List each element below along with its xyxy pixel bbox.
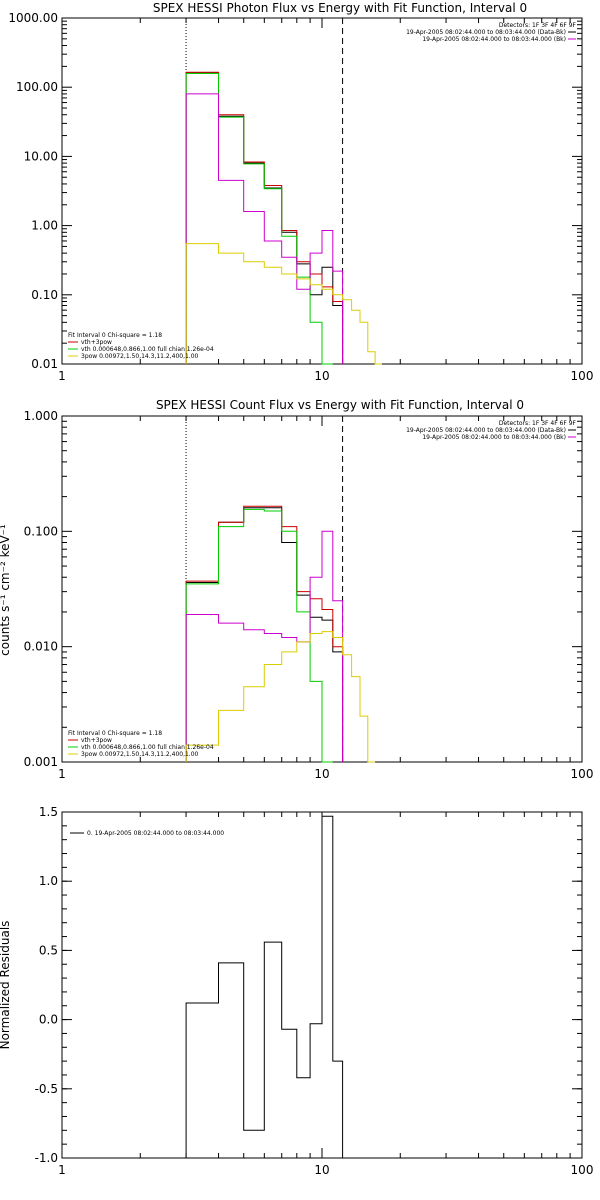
photon-x-axis: 1 10 100	[58, 18, 593, 383]
residuals-y-tick-label: -1.0	[35, 1151, 58, 1165]
residuals-y-tick-label: 1.5	[39, 805, 58, 819]
photon-series	[185, 71, 382, 365]
residuals-x-tick-label: 100	[571, 1163, 594, 1177]
photon-flux-panel: SPEX HESSI Photon Flux vs Energy with Fi…	[8, 1, 593, 383]
count-x-tick-label: 100	[571, 767, 594, 781]
count-y-axis: 0.001 0.010 0.100 1.000	[24, 409, 582, 769]
photon-legend-top-entry: 19-Apr-2005 08:02:44.000 to 08:03:44.000…	[422, 36, 566, 43]
residuals-series	[185, 815, 344, 1158]
photon-series-data	[185, 72, 344, 364]
count-x-axis: 1 10 100	[58, 416, 593, 781]
count-x-tick-label: 10	[314, 767, 329, 781]
count-series	[185, 505, 376, 763]
photon-series-background	[185, 93, 344, 364]
residuals-y-tick-label: 0.5	[39, 943, 58, 957]
residuals-x-tick-label: 10	[314, 1163, 329, 1177]
count-series-background	[185, 530, 344, 762]
count-flux-panel: SPEX HESSI Count Flux vs Energy with Fit…	[0, 398, 593, 781]
residuals-y-axis: -1.0 -0.5 0.0 0.5 1.0 1.5	[35, 805, 582, 1165]
photon-plot-frame	[61, 17, 583, 365]
photon-legend-bottom-entry: vth 0.000648,0.866,1.00 full chian 1.26e…	[81, 346, 214, 353]
photon-y-tick-label: 0.01	[31, 357, 58, 371]
photon-series-total	[185, 71, 344, 364]
photon-y-tick-label: 100.00	[16, 80, 58, 94]
residuals-y-tick-label: 0.0	[39, 1013, 58, 1027]
photon-x-tick-label: 1	[58, 369, 66, 383]
count-legend-bottom-entry: 3pow 0.00972,1.50,14.3,11.2,400,1.00	[81, 751, 199, 758]
residuals-legend-entry: 0. 19-Apr-2005 08:02:44.000 to 08:03:44.…	[87, 830, 224, 837]
photon-legend-bottom-entry: 3pow 0.00972,1.50,14.3,11.2,400,1.00	[81, 353, 199, 360]
residuals-y-axis-label: Normalized Residuals	[0, 921, 12, 1050]
count-series-data	[185, 507, 344, 762]
photon-legend-bottom-entry: vth+3pow	[81, 339, 112, 346]
count-legend-top-header: Detectors: 1F 3F 4F 6F 9F	[499, 420, 577, 427]
count-y-tick-label: 0.010	[24, 640, 58, 654]
residuals-x-axis: 1 10 100	[58, 812, 593, 1177]
residuals-series-residuals	[185, 815, 344, 1158]
photon-y-tick-label: 10.00	[24, 149, 58, 163]
residuals-y-tick-label: 1.0	[39, 874, 58, 888]
count-series-thermal	[185, 508, 333, 763]
count-legend-bottom-entry: vth 0.000648,0.866,1.00 full chian 1.26e…	[81, 744, 214, 751]
photon-legend-bottom: Fit Interval 0 Chi-square = 1.18vth+3pow…	[68, 332, 214, 360]
count-legend-bottom-header: Fit Interval 0 Chi-square = 1.18	[68, 730, 162, 737]
photon-legend-top-entry: 19-Apr-2005 08:02:44.000 to 08:03:44.000…	[406, 29, 566, 36]
count-y-axis-label: counts s⁻¹ cm⁻² keV⁻¹	[0, 524, 12, 656]
residuals-panel: Normalized Residuals -1.0 -0.5 0.0 0.5 1.0 1.…	[0, 805, 593, 1177]
photon-x-tick-label: 10	[314, 369, 329, 383]
photon-y-axis: 0.01 0.10 1.00 10.00 100.00 1000.00	[8, 11, 582, 371]
count-legend-top-entry: 19-Apr-2005 08:02:44.000 to 08:03:44.000…	[422, 434, 566, 441]
photon-series-thermal	[185, 73, 333, 365]
photon-x-tick-label: 100	[571, 369, 594, 383]
photon-y-tick-label: 1.00	[31, 219, 58, 233]
photon-legend-bottom-header: Fit Interval 0 Chi-square = 1.18	[68, 332, 162, 339]
photon-series-powerlaw	[185, 243, 382, 365]
count-legend-top-entry: 19-Apr-2005 08:02:44.000 to 08:03:44.000…	[406, 427, 566, 434]
count-legend-bottom: Fit Interval 0 Chi-square = 1.18vth+3pow…	[68, 730, 214, 758]
count-range-markers	[185, 416, 344, 762]
count-chart-title: SPEX HESSI Count Flux vs Energy with Fit…	[156, 398, 524, 412]
residuals-x-tick-label: 1	[58, 1163, 66, 1177]
residuals-y-tick-label: -0.5	[35, 1082, 58, 1096]
photon-legend-top-header: Detectors: 1F 3F 4F 6F 9F	[499, 22, 577, 29]
count-series-powerlaw	[185, 631, 376, 763]
photon-chart-title: SPEX HESSI Photon Flux vs Energy with Fi…	[153, 1, 527, 15]
photon-range-markers	[185, 18, 344, 364]
count-legend-bottom-entry: vth+3pow	[81, 737, 112, 744]
count-x-tick-label: 1	[58, 767, 66, 781]
count-y-tick-label: 0.001	[24, 755, 58, 769]
photon-y-tick-label: 0.10	[31, 288, 58, 302]
count-y-tick-label: 1.000	[24, 409, 58, 423]
residuals-legend: 0. 19-Apr-2005 08:02:44.000 to 08:03:44.…	[70, 830, 224, 837]
photon-y-tick-label: 1000.00	[8, 11, 58, 25]
count-series-total	[185, 505, 344, 762]
count-y-tick-label: 0.100	[24, 524, 58, 538]
